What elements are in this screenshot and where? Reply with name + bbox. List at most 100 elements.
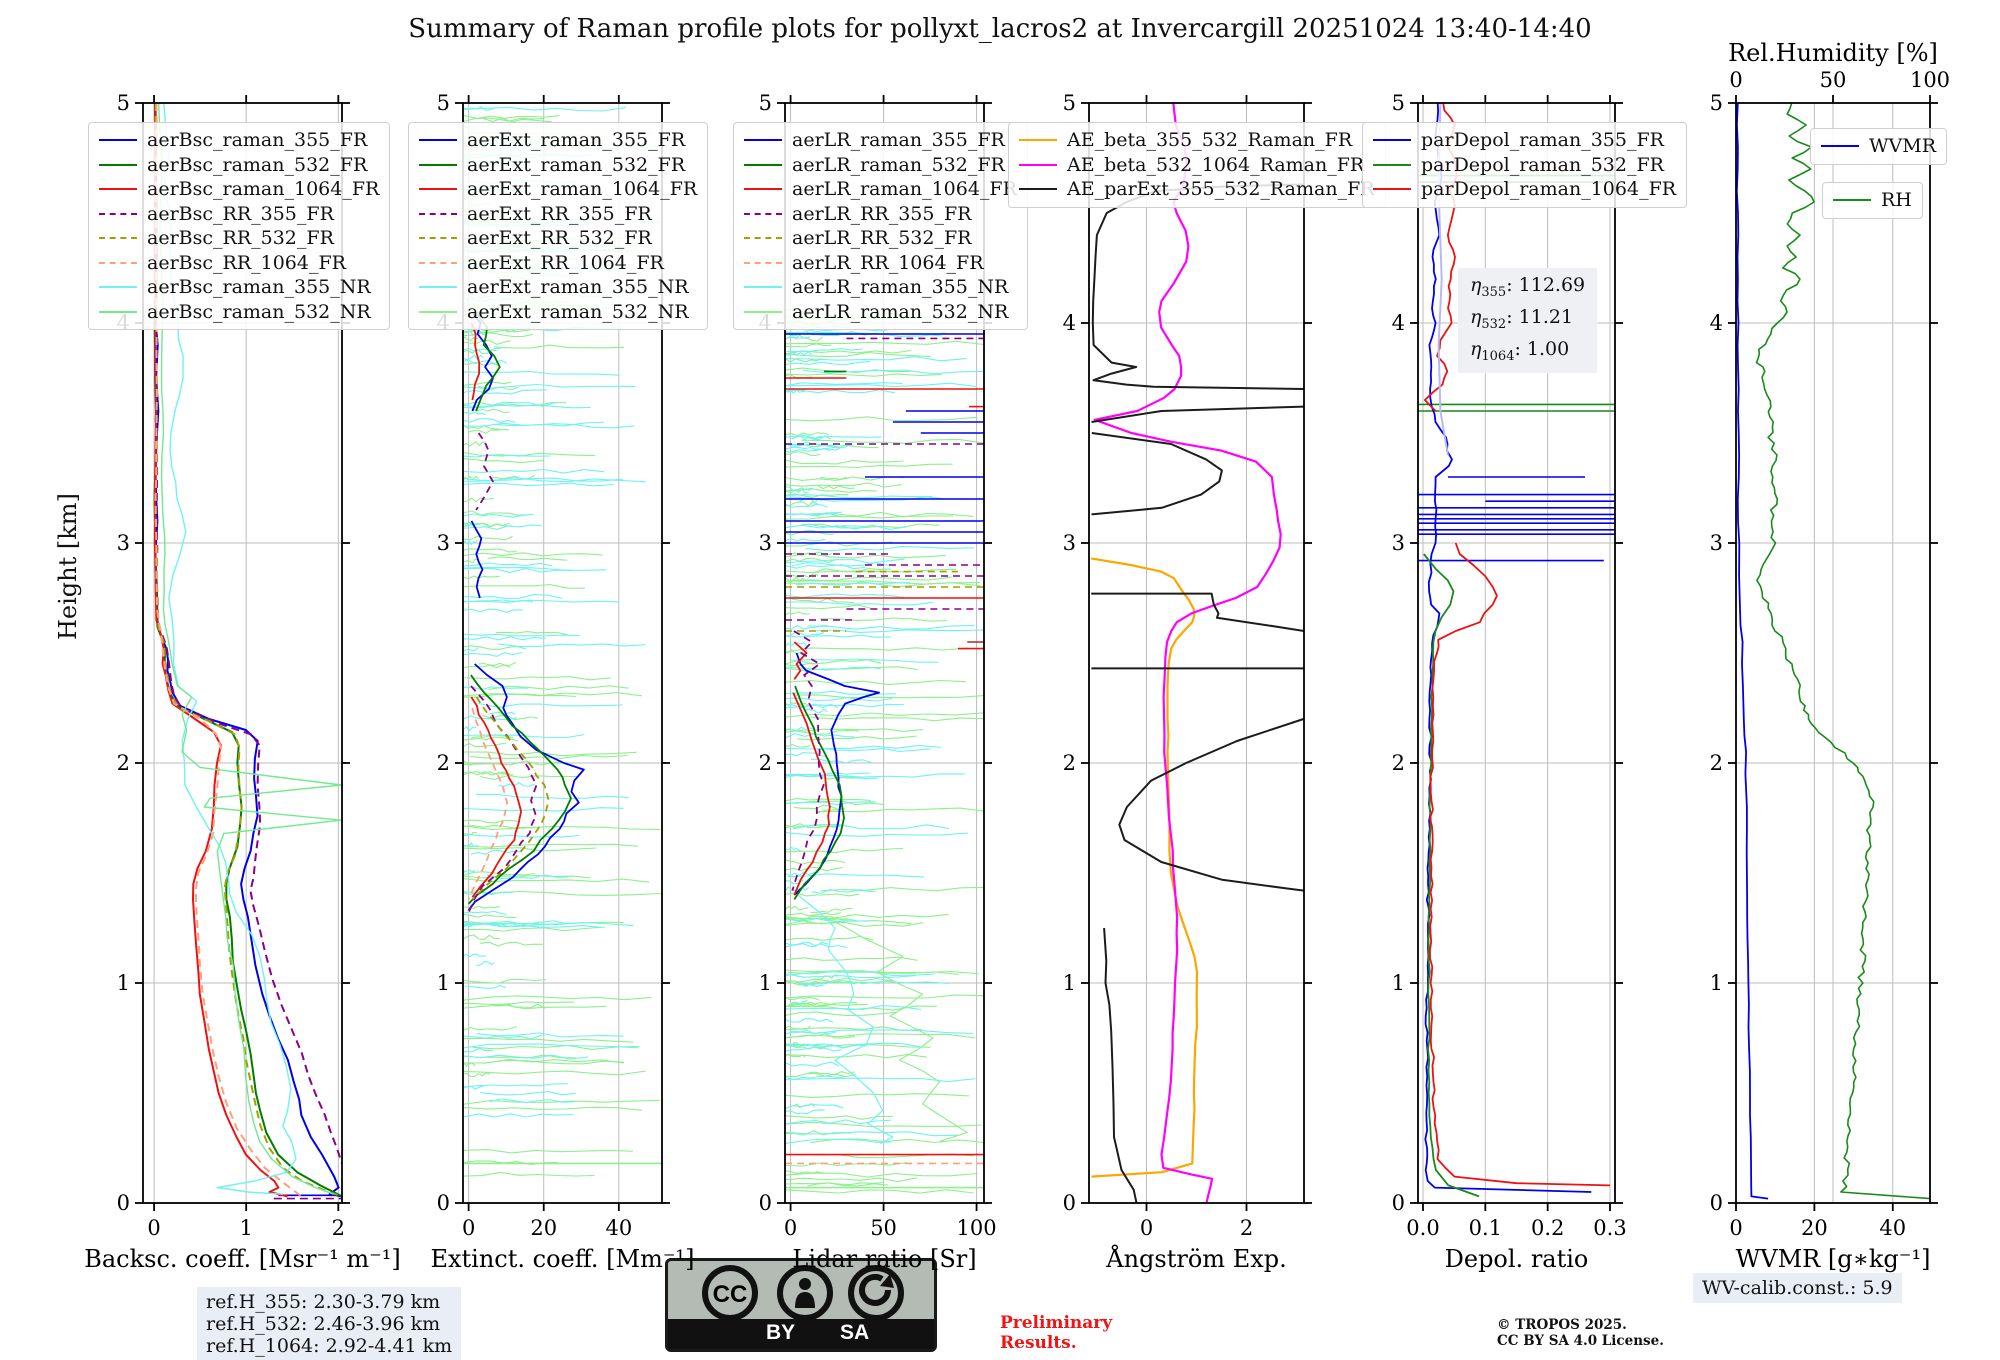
- svg-text:0: 0: [1140, 1216, 1153, 1240]
- legend-line-sample: [744, 139, 782, 142]
- legend-item: aerLR_raman_1064_FR: [744, 177, 1017, 202]
- legend-label: aerLR_RR_355_FR: [792, 202, 972, 225]
- figure-title: Summary of Raman profile plots for polly…: [408, 14, 1592, 44]
- legend-item: aerBsc_RR_532_FR: [99, 226, 379, 251]
- legend-angstroem: AE_beta_355_532_Raman_FR AE_beta_532_1064…: [1008, 122, 1386, 208]
- svg-text:3: 3: [117, 531, 130, 555]
- svg-text:100: 100: [1910, 68, 1950, 92]
- svg-text:0: 0: [437, 1191, 450, 1215]
- svg-text:100: 100: [957, 1216, 997, 1240]
- top-axis-label: Rel.Humidity [%]: [1728, 39, 1938, 67]
- series-AE_parExt_355_532_Raman_FR: [1091, 183, 1304, 390]
- legend-lidar-ratio: aerLR_raman_355_FR aerLR_raman_532_FR aerL…: [733, 122, 1028, 330]
- svg-text:1: 1: [1710, 971, 1723, 995]
- svg-text:0: 0: [1063, 1191, 1076, 1215]
- svg-text:4: 4: [1392, 311, 1405, 335]
- series-aerExt_RR_355_FR: [475, 432, 494, 511]
- series-aerExt_RR_1064_FR: [467, 707, 509, 900]
- legend-label: aerBsc_raman_355_FR: [147, 129, 368, 152]
- legend-item: aerExt_raman_1064_FR: [419, 177, 697, 202]
- legend-item: aerBsc_raman_355_FR: [99, 128, 379, 153]
- legend-item: aerLR_raman_532_NR: [744, 300, 1017, 325]
- svg-text:4: 4: [1710, 311, 1723, 335]
- svg-text:5: 5: [759, 91, 772, 115]
- series-RH: [1755, 103, 1930, 1200]
- ticks: 0.0 0.1 0.2 0.3 0 1 2 3 4 5: [1392, 91, 1627, 1240]
- panel-lidar-ratio: 050100012345Lidar ratio [Sr]: [759, 91, 997, 1273]
- series-AE_parExt_355_532_Raman_FR: [1091, 405, 1304, 423]
- svg-text:5: 5: [117, 91, 130, 115]
- legend-label: aerLR_RR_532_FR: [792, 227, 972, 250]
- legend-line-sample: [419, 139, 457, 142]
- legend-label: aerLR_raman_1064_FR: [792, 178, 1017, 201]
- cc-icons: CC: [702, 1265, 904, 1321]
- gridlines: [1089, 103, 1304, 1203]
- legend-item: WVMR: [1821, 134, 1936, 159]
- legend-item: parDepol_raman_1064_FR: [1373, 177, 1676, 202]
- legend-label: parDepol_raman_355_FR: [1421, 129, 1664, 152]
- legend-wvmr-rh-1: RH: [1822, 182, 1923, 219]
- cc-sa-label: SA: [840, 1321, 870, 1344]
- series-parDepol_raman_1064_FR: [1429, 542, 1611, 1187]
- legend-item: parDepol_raman_355_FR: [1373, 128, 1676, 153]
- ticks: 050100012345: [759, 91, 997, 1240]
- svg-text:2: 2: [437, 751, 450, 775]
- x-axis-label: Ångström Exp.: [1105, 1244, 1286, 1273]
- svg-text:0: 0: [1729, 68, 1742, 92]
- legend-label: aerLR_raman_532_FR: [792, 153, 1005, 176]
- legend-item: aerLR_raman_355_FR: [744, 128, 1017, 153]
- legend-item: aerExt_RR_532_FR: [419, 226, 697, 251]
- svg-text:20: 20: [530, 1216, 557, 1240]
- svg-text:5: 5: [1710, 91, 1723, 115]
- legend-label: aerLR_raman_355_NR: [792, 276, 1009, 299]
- legend-line-sample: [419, 212, 457, 215]
- series-AE_beta_355_532_Raman_FR: [1090, 557, 1199, 1178]
- svg-text:2: 2: [332, 1216, 345, 1240]
- data-layer: [1736, 103, 1930, 1200]
- legend-item: RH: [1833, 188, 1912, 213]
- svg-text:2: 2: [1710, 751, 1723, 775]
- legend-line-sample: [99, 310, 137, 313]
- series-AE_beta_532_1064_Raman_FR: [1093, 103, 1282, 1203]
- tropos-copyright: © TROPOS 2025. CC BY SA 4.0 License.: [1497, 1317, 1664, 1349]
- legend-label: aerBsc_RR_1064_FR: [147, 251, 346, 274]
- series-AE_parExt_355_532_Raman_FR: [1103, 927, 1138, 1203]
- svg-text:5: 5: [1063, 91, 1076, 115]
- legend-extinction: aerExt_raman_355_FR aerExt_raman_532_FR ae…: [408, 122, 709, 330]
- data-layer: [1090, 103, 1304, 1203]
- legend-line-sample: [1019, 188, 1057, 191]
- series-aerExt_raman_1064_FR: [470, 322, 481, 401]
- legend-line-sample: [419, 310, 457, 313]
- legend-label: aerLR_raman_355_FR: [792, 129, 1005, 152]
- legend-label: parDepol_raman_532_FR: [1421, 153, 1664, 176]
- svg-text:0.0: 0.0: [1406, 1216, 1439, 1240]
- svg-text:50: 50: [1820, 68, 1847, 92]
- legend-label: aerExt_RR_1064_FR: [467, 251, 664, 274]
- legend-wvmr-rh: WVMR: [1810, 128, 1948, 165]
- legend-line-sample: [744, 261, 782, 264]
- series-aerLR_raman_1064_FR: [792, 692, 831, 896]
- svg-text:0: 0: [1710, 1191, 1723, 1215]
- legend-depol-ratio: parDepol_raman_355_FR parDepol_raman_532_…: [1362, 122, 1688, 208]
- series-aerExt_RR_355_FR: [467, 685, 538, 913]
- svg-text:3: 3: [1710, 531, 1723, 555]
- legend-line-sample: [419, 286, 457, 289]
- series-AE_parExt_355_532_Raman_FR: [1118, 718, 1304, 892]
- legend-label: RH: [1881, 189, 1912, 212]
- svg-text:50: 50: [870, 1216, 897, 1240]
- legend-label: aerBsc_raman_532_FR: [147, 153, 368, 176]
- legend-line-sample: [99, 188, 137, 191]
- legend-line-sample: [419, 163, 457, 166]
- legend-item: aerExt_raman_532_FR: [419, 153, 697, 178]
- svg-text:0.1: 0.1: [1469, 1216, 1502, 1240]
- svg-text:1: 1: [1063, 971, 1076, 995]
- share-alike-icon: [848, 1265, 904, 1321]
- svg-text:CC: CC: [713, 1281, 748, 1308]
- legend-line-sample: [744, 286, 782, 289]
- legend-line-sample: [744, 212, 782, 215]
- series-AE_parExt_355_532_Raman_FR: [1091, 432, 1223, 516]
- cc-license-badge: CC BY SA: [665, 1258, 937, 1352]
